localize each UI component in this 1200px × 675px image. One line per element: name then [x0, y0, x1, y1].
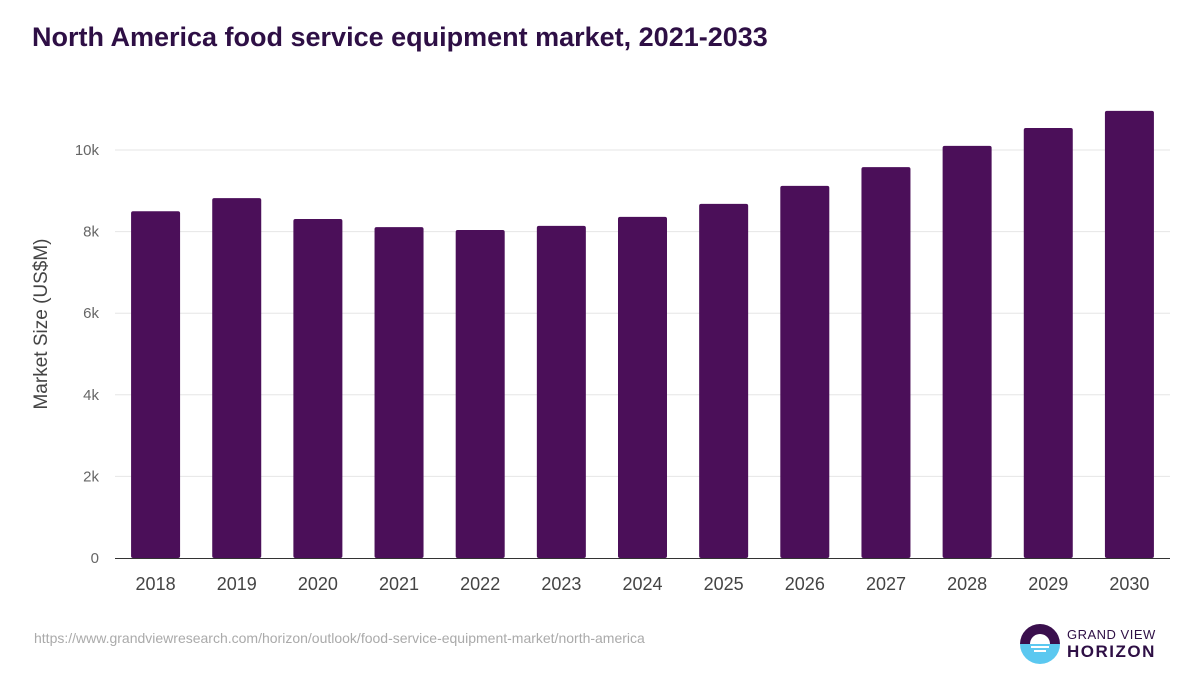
- horizon-logo-icon: [1020, 624, 1060, 664]
- x-tick-label: 2028: [947, 574, 987, 594]
- x-tick-label: 2029: [1028, 574, 1068, 594]
- bar: [455, 229, 505, 558]
- x-tick-label: 2018: [136, 574, 176, 594]
- logo-line1: GRAND VIEW: [1067, 627, 1156, 642]
- x-tick-label: 2022: [460, 574, 500, 594]
- bar: [699, 203, 749, 558]
- x-tick-label: 2021: [379, 574, 419, 594]
- y-tick-label: 4k: [83, 387, 99, 404]
- x-tick-label: 2026: [785, 574, 825, 594]
- bar: [942, 145, 992, 559]
- bar: [131, 211, 181, 558]
- bar: [212, 198, 262, 559]
- x-tick-label: 2020: [298, 574, 338, 594]
- y-tick-label: 0: [91, 550, 99, 567]
- x-tick-label: 2030: [1109, 574, 1149, 594]
- source-url[interactable]: https://www.grandviewresearch.com/horizo…: [34, 630, 645, 646]
- grand-view-horizon-logo: GRAND VIEW HORIZON: [1019, 623, 1179, 667]
- bar: [1104, 110, 1154, 558]
- y-tick-label: 8k: [83, 224, 99, 241]
- bar: [374, 227, 424, 558]
- y-tick-label: 2k: [83, 468, 99, 485]
- x-tick-label: 2019: [217, 574, 257, 594]
- y-tick-label: 10k: [75, 142, 100, 159]
- y-tick-label: 6k: [83, 305, 99, 322]
- bar-chart: 0 2k 4k 6k 8k 10k Market Size (US$M) 2018 2019 20…: [31, 110, 1170, 594]
- bar: [780, 185, 830, 559]
- x-tick-label: 2025: [704, 574, 744, 594]
- bar: [1023, 127, 1073, 558]
- bar: [293, 218, 343, 558]
- bar: [536, 225, 586, 558]
- y-axis-label: Market Size (US$M): [31, 238, 52, 409]
- bar: [618, 216, 667, 559]
- bar: [861, 167, 911, 559]
- logo-line2: HORIZON: [1067, 642, 1156, 661]
- chart-title: North America food service equipment mar…: [32, 22, 768, 52]
- x-tick-label: 2027: [866, 574, 906, 594]
- x-tick-label: 2024: [622, 574, 662, 594]
- x-tick-label: 2023: [541, 574, 581, 594]
